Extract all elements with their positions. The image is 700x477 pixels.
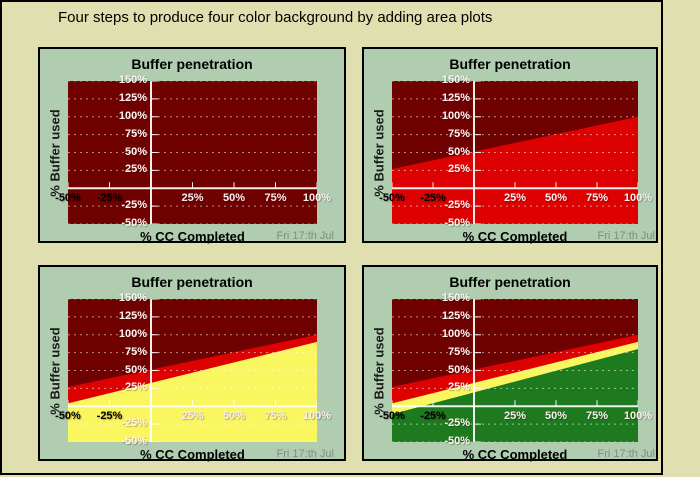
y-tick-label: 75% [124, 345, 147, 358]
plot-canvas [68, 81, 317, 224]
area-green-zone [392, 349, 638, 442]
x-axis-title: % CC Completed [462, 447, 568, 462]
y-tick-label: 100% [118, 109, 147, 122]
y-tick-label: -50% [444, 217, 470, 229]
chart-title: Buffer penetration [131, 56, 253, 72]
chart-panel-step3: Buffer penetration % Buffer used 150% 125… [38, 265, 346, 462]
plot-canvas [392, 299, 638, 442]
y-tick-label: 75% [124, 127, 147, 140]
y-tick-label: 75% [447, 345, 470, 358]
y-tick-label: 150% [441, 74, 470, 86]
y-tick-label: 100% [441, 109, 470, 122]
chart-title: Buffer penetration [449, 56, 571, 72]
x-tick-label: -25% [96, 192, 123, 205]
chart-panel-step1: Buffer penetration % Buffer used 150% 125… [38, 47, 346, 244]
x-tick-label: 50% [222, 192, 246, 205]
x-axis-title: % CC Completed [462, 229, 568, 244]
x-tick-label: 25% [181, 192, 204, 205]
main-title: Four steps to produce four color backgro… [58, 9, 493, 26]
y-tick-label: -25% [121, 417, 147, 430]
y-tick-label: 50% [447, 363, 470, 376]
x-axis-title: % CC Completed [140, 447, 245, 462]
area-yellow-zone [68, 341, 317, 442]
y-tick-label: -25% [444, 417, 470, 430]
plot-canvas [392, 81, 638, 224]
plot-area: 150% 125% 100% 75% 50% 25% -25% -50% -50% -25% 25%… [379, 292, 652, 447]
x-tick-label: 100% [302, 192, 332, 205]
x-tick-label: -50% [379, 192, 405, 205]
y-tick-label: 25% [447, 163, 470, 176]
x-tick-label: -50% [55, 192, 81, 205]
y-tick-label: 25% [124, 381, 147, 394]
y-tick-label: 100% [118, 327, 147, 340]
x-tick-label: 75% [264, 410, 287, 423]
y-tick-label: 100% [441, 327, 470, 340]
x-tick-label: 75% [264, 192, 287, 205]
y-tick-label: 125% [441, 91, 470, 104]
x-tick-label: 75% [585, 410, 609, 423]
x-tick-label: -25% [420, 410, 446, 423]
x-tick-label: 25% [181, 410, 204, 423]
plot-area: 150% 125% 100% 75% 50% 25% -25% -50% -50% -25% 25%… [55, 74, 331, 229]
y-tick-label: 150% [118, 74, 147, 86]
x-tick-label: 50% [544, 410, 568, 423]
y-tick-label: 75% [447, 127, 470, 140]
x-tick-label: 100% [623, 192, 653, 205]
y-tick-label: -50% [121, 217, 147, 229]
footer-date: Fri 17:th Jul [597, 230, 655, 242]
x-tick-label: 25% [503, 192, 527, 205]
y-tick-label: 50% [447, 145, 470, 158]
x-tick-label: 100% [623, 410, 653, 423]
y-tick-label: 50% [124, 145, 147, 158]
y-tick-label: 125% [118, 91, 147, 104]
y-tick-label: -50% [121, 435, 147, 447]
x-tick-label: 50% [222, 410, 246, 423]
chart-panel-step2: Buffer penetration % Buffer used 150% 125… [362, 47, 658, 244]
x-axis-title: % CC Completed [140, 229, 245, 244]
y-tick-label: -50% [444, 435, 470, 447]
y-tick-label: 25% [447, 381, 470, 394]
y-tick-label: 125% [118, 309, 147, 322]
chart-title: Buffer penetration [449, 274, 571, 290]
y-tick-label: 150% [441, 292, 470, 304]
x-tick-label: -50% [379, 410, 405, 423]
y-tick-label: -25% [121, 199, 147, 212]
footer-date: Fri 17:th Jul [597, 448, 655, 460]
x-tick-label: -25% [420, 192, 446, 205]
y-tick-label: 125% [441, 309, 470, 322]
plot-area: 150% 125% 100% 75% 50% 25% -25% -50% -50% -25% 25%… [379, 74, 652, 229]
plot-area: 150% 125% 100% 75% 50% 25% -25% -50% -50% -25% 25%… [55, 292, 331, 447]
footer-date: Fri 17:th Jul [276, 230, 334, 242]
area-red-zone [392, 116, 638, 224]
plot-canvas [68, 299, 317, 442]
x-tick-label: 100% [302, 410, 332, 423]
y-tick-label: -25% [444, 199, 470, 212]
y-tick-label: 50% [124, 363, 147, 376]
chart-panel-step4: Buffer penetration % Buffer used 150% 125… [362, 265, 658, 462]
y-tick-label: 25% [124, 163, 147, 176]
footer-date: Fri 17:th Jul [276, 448, 334, 460]
y-tick-label: 150% [118, 292, 147, 304]
x-tick-label: -25% [96, 410, 123, 423]
x-tick-label: 75% [585, 192, 609, 205]
chart-title: Buffer penetration [131, 274, 253, 290]
x-tick-label: -50% [55, 410, 81, 423]
x-tick-label: 25% [503, 410, 527, 423]
x-tick-label: 50% [544, 192, 568, 205]
